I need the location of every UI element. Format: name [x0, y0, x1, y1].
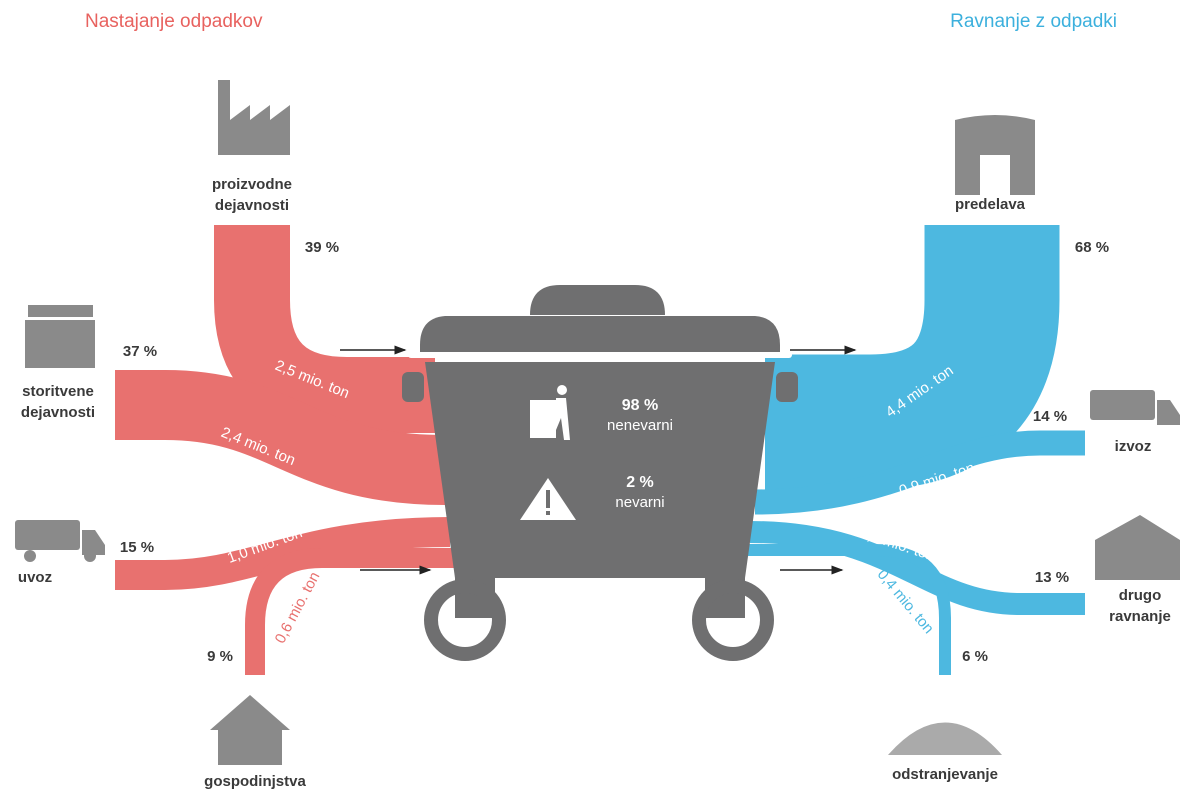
target-label: ravnanje	[1109, 608, 1171, 625]
house-icon	[210, 695, 290, 765]
target-share: 68 %	[1075, 239, 1109, 256]
target-label: odstranjevanje	[892, 766, 998, 783]
target-share: 6 %	[962, 648, 988, 665]
bin-hinge	[776, 372, 798, 402]
source-share: 9 %	[207, 648, 233, 665]
right-title: Ravnanje z odpadki	[950, 11, 1117, 32]
source-label: uvoz	[18, 569, 52, 586]
recycle-icon	[955, 115, 1035, 195]
trash-can	[530, 400, 556, 438]
waste-bin	[402, 285, 798, 654]
source-label: storitvene	[22, 383, 94, 400]
truck-icon	[1090, 390, 1155, 420]
left-title: Nastajanje odpadkov	[85, 11, 263, 32]
shop-icon	[25, 320, 95, 368]
heap-icon	[888, 723, 1002, 756]
factory-icon	[218, 80, 290, 155]
shop-icon	[28, 305, 93, 317]
source-label: dejavnosti	[21, 404, 95, 421]
target-label: izvoz	[1115, 438, 1152, 455]
bin-handle	[530, 285, 665, 315]
target-label: drugo	[1119, 587, 1162, 604]
source-share: 39 %	[305, 239, 339, 256]
bin-hinge	[402, 372, 424, 402]
truck-wheel	[84, 550, 96, 562]
truck-icon	[1157, 400, 1180, 425]
bin-rim	[408, 352, 792, 358]
target-share: 14 %	[1033, 408, 1067, 425]
truck-icon	[15, 520, 80, 550]
center-label: nenevarni	[607, 417, 673, 434]
target-share: 13 %	[1035, 569, 1069, 586]
source-label: proizvodne	[212, 176, 292, 193]
infographic: Nastajanje odpadkov Ravnanje z odpadki	[0, 0, 1183, 795]
source-share: 15 %	[120, 539, 154, 556]
warning-mark	[546, 511, 550, 515]
flow-recycling	[765, 225, 992, 422]
warning-mark	[546, 490, 550, 508]
bin-body	[425, 362, 775, 578]
center-share: 2 %	[626, 474, 654, 491]
trash-person	[557, 385, 567, 395]
center-label: nevarni	[615, 494, 664, 511]
source-label: gospodinjstva	[204, 773, 306, 790]
target-label: predelava	[955, 196, 1026, 213]
storage-icon	[1095, 515, 1180, 580]
center-share: 98 %	[622, 397, 658, 414]
bin-lid	[420, 316, 780, 355]
source-share: 37 %	[123, 343, 157, 360]
source-label: dejavnosti	[215, 197, 289, 214]
truck-wheel	[24, 550, 36, 562]
